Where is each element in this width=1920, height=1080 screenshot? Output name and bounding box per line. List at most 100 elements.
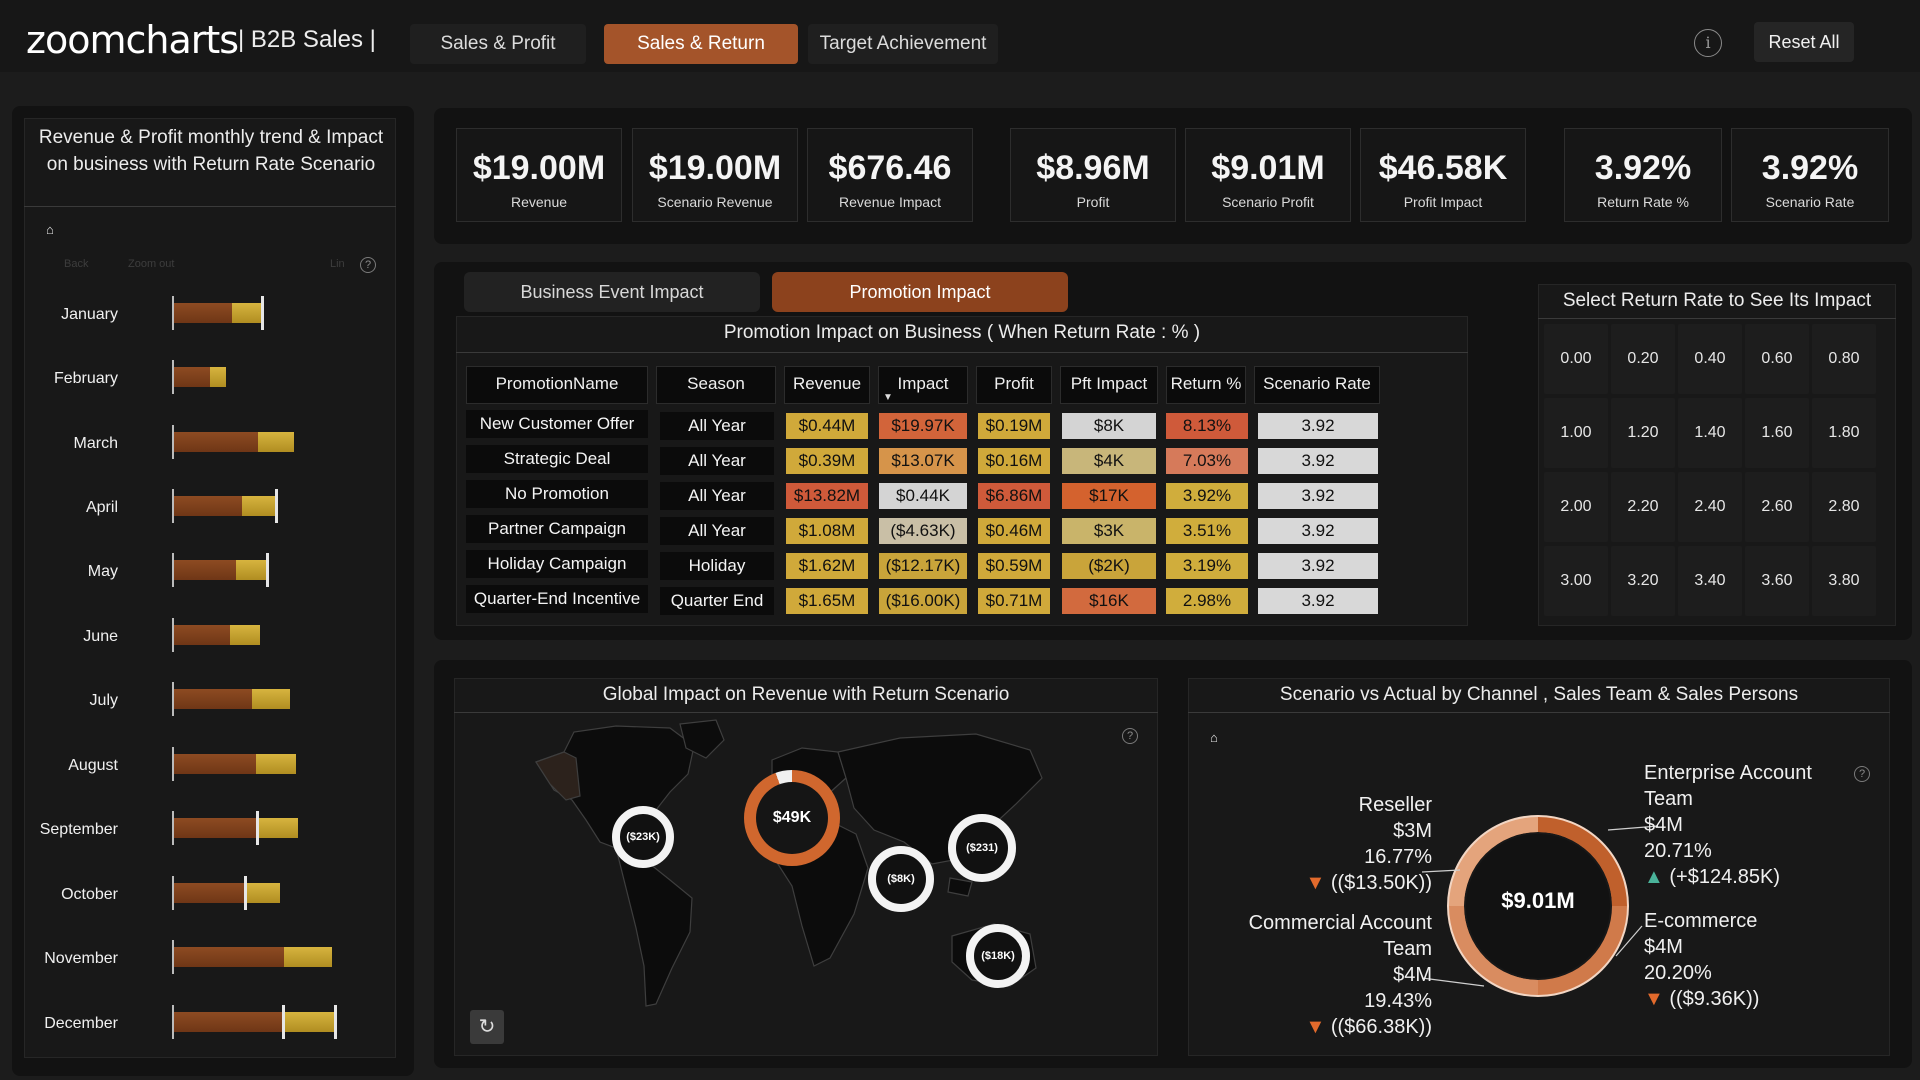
table-cell-pft-impact[interactable]: $4K	[1062, 448, 1156, 474]
table-cell-impact[interactable]: $19.97K	[879, 413, 967, 439]
tab-target-achievement[interactable]: Target Achievement	[808, 24, 998, 64]
info-icon[interactable]: i	[1694, 29, 1722, 57]
revenue-bar[interactable]	[174, 947, 284, 967]
map-bubble-north-america[interactable]: ($23K)	[612, 806, 674, 868]
donut-label-enterprise[interactable]: Enterprise Account Team $4M 20.71% ▲ (+$…	[1644, 760, 1844, 890]
table-cell-season[interactable]: All Year	[660, 517, 774, 545]
revenue-bar[interactable]	[174, 883, 244, 903]
return-rate-option[interactable]: 0.20	[1611, 324, 1675, 394]
return-rate-option[interactable]: 3.20	[1611, 546, 1675, 616]
donut-chart[interactable]	[1440, 808, 1636, 1004]
return-rate-option[interactable]: 1.60	[1745, 398, 1809, 468]
donut-label-commercial[interactable]: Commercial Account Team $4M 19.43% ▼ (($…	[1196, 910, 1432, 1040]
table-cell-revenue[interactable]: $13.82M	[786, 483, 868, 509]
home-icon[interactable]: ⌂	[1210, 730, 1218, 745]
table-cell-revenue[interactable]: $1.62M	[786, 553, 868, 579]
profit-bar[interactable]	[210, 367, 226, 387]
table-cell-pft-impact[interactable]: ($2K)	[1062, 553, 1156, 579]
scale-toggle[interactable]: Lin	[330, 258, 345, 270]
revenue-bar[interactable]	[174, 818, 258, 838]
profit-bar[interactable]	[232, 303, 262, 323]
table-cell-promotion[interactable]: Strategic Deal	[466, 445, 648, 473]
table-cell-return[interactable]: 2.98%	[1166, 588, 1248, 614]
donut-label-ecommerce[interactable]: E-commerce $4M 20.20% ▼ (($9.36K))	[1644, 908, 1844, 1012]
column-header[interactable]: Return %	[1166, 366, 1246, 404]
revenue-bar[interactable]	[174, 496, 242, 516]
profit-bar[interactable]	[256, 754, 296, 774]
profit-bar[interactable]	[242, 496, 276, 516]
profit-bar[interactable]	[284, 947, 332, 967]
table-cell-revenue[interactable]: $0.44M	[786, 413, 868, 439]
reset-all-button[interactable]: Reset All	[1754, 22, 1854, 62]
return-rate-option[interactable]: 2.60	[1745, 472, 1809, 542]
return-rate-option[interactable]: 0.00	[1544, 324, 1608, 394]
return-rate-option[interactable]: 2.80	[1812, 472, 1876, 542]
column-header[interactable]: Revenue	[784, 366, 870, 404]
table-cell-return[interactable]: 3.19%	[1166, 553, 1248, 579]
column-header[interactable]: PromotionName	[466, 366, 648, 404]
return-rate-option[interactable]: 2.00	[1544, 472, 1608, 542]
return-rate-option[interactable]: 3.00	[1544, 546, 1608, 616]
tab-promotion-impact[interactable]: Promotion Impact	[772, 272, 1068, 312]
column-header[interactable]: Season	[656, 366, 776, 404]
table-cell-pft-impact[interactable]: $3K	[1062, 518, 1156, 544]
table-cell-scenario-rate[interactable]: 3.92	[1258, 448, 1378, 474]
map-bubble-middle-east[interactable]: ($8K)	[868, 846, 934, 912]
home-icon[interactable]: ⌂	[46, 222, 54, 237]
help-icon[interactable]: ?	[1122, 728, 1138, 744]
table-cell-scenario-rate[interactable]: 3.92	[1258, 518, 1378, 544]
table-cell-impact[interactable]: $13.07K	[879, 448, 967, 474]
refresh-icon[interactable]: ↻	[470, 1010, 504, 1044]
back-button[interactable]: Back	[64, 258, 89, 270]
return-rate-option[interactable]: 0.80	[1812, 324, 1876, 394]
return-rate-option[interactable]: 1.00	[1544, 398, 1608, 468]
table-cell-return[interactable]: 3.51%	[1166, 518, 1248, 544]
table-cell-season[interactable]: All Year	[660, 482, 774, 510]
table-cell-return[interactable]: 8.13%	[1166, 413, 1248, 439]
column-header-sorted[interactable]: Impact	[878, 366, 968, 404]
revenue-bar[interactable]	[174, 625, 230, 645]
table-cell-impact[interactable]: $0.44K	[879, 483, 967, 509]
return-rate-option[interactable]: 3.40	[1678, 546, 1742, 616]
table-cell-return[interactable]: 7.03%	[1166, 448, 1248, 474]
table-cell-profit[interactable]: $0.59M	[978, 553, 1050, 579]
profit-bar[interactable]	[252, 689, 290, 709]
help-icon[interactable]: ?	[360, 257, 376, 273]
table-cell-promotion[interactable]: Holiday Campaign	[466, 550, 648, 578]
table-cell-profit[interactable]: $0.71M	[978, 588, 1050, 614]
return-rate-option[interactable]: 0.40	[1678, 324, 1742, 394]
return-rate-option[interactable]: 1.20	[1611, 398, 1675, 468]
table-cell-scenario-rate[interactable]: 3.92	[1258, 483, 1378, 509]
return-rate-option[interactable]: 2.40	[1678, 472, 1742, 542]
table-cell-impact[interactable]: ($16.00K)	[879, 588, 967, 614]
profit-bar[interactable]	[236, 560, 268, 580]
table-cell-promotion[interactable]: Partner Campaign	[466, 515, 648, 543]
profit-bar[interactable]	[284, 1012, 334, 1032]
table-cell-scenario-rate[interactable]: 3.92	[1258, 553, 1378, 579]
revenue-bar[interactable]	[174, 1012, 284, 1032]
revenue-bar[interactable]	[174, 689, 252, 709]
revenue-bar[interactable]	[174, 754, 256, 774]
table-cell-scenario-rate[interactable]: 3.92	[1258, 588, 1378, 614]
table-cell-promotion[interactable]: New Customer Offer	[466, 410, 648, 438]
profit-bar[interactable]	[244, 883, 280, 903]
map-bubble-asia[interactable]: ($231)	[948, 814, 1016, 882]
table-cell-pft-impact[interactable]: $17K	[1062, 483, 1156, 509]
return-rate-option[interactable]: 3.60	[1745, 546, 1809, 616]
table-cell-pft-impact[interactable]: $16K	[1062, 588, 1156, 614]
table-cell-impact[interactable]: ($12.17K)	[879, 553, 967, 579]
profit-bar[interactable]	[258, 432, 294, 452]
revenue-bar[interactable]	[174, 560, 236, 580]
table-cell-revenue[interactable]: $0.39M	[786, 448, 868, 474]
zoom-out-button[interactable]: Zoom out	[128, 258, 175, 270]
table-cell-season[interactable]: Quarter End	[660, 587, 774, 615]
column-header[interactable]: Profit	[976, 366, 1052, 404]
map-bubble-europe[interactable]: $49K	[756, 782, 828, 854]
tab-sales-return[interactable]: Sales & Return	[604, 24, 798, 64]
return-rate-option[interactable]: 3.80	[1812, 546, 1876, 616]
column-header[interactable]: Scenario Rate	[1254, 366, 1380, 404]
table-cell-season[interactable]: Holiday	[660, 552, 774, 580]
table-cell-promotion[interactable]: No Promotion	[466, 480, 648, 508]
tab-business-event-impact[interactable]: Business Event Impact	[464, 272, 760, 312]
profit-bar[interactable]	[258, 818, 298, 838]
